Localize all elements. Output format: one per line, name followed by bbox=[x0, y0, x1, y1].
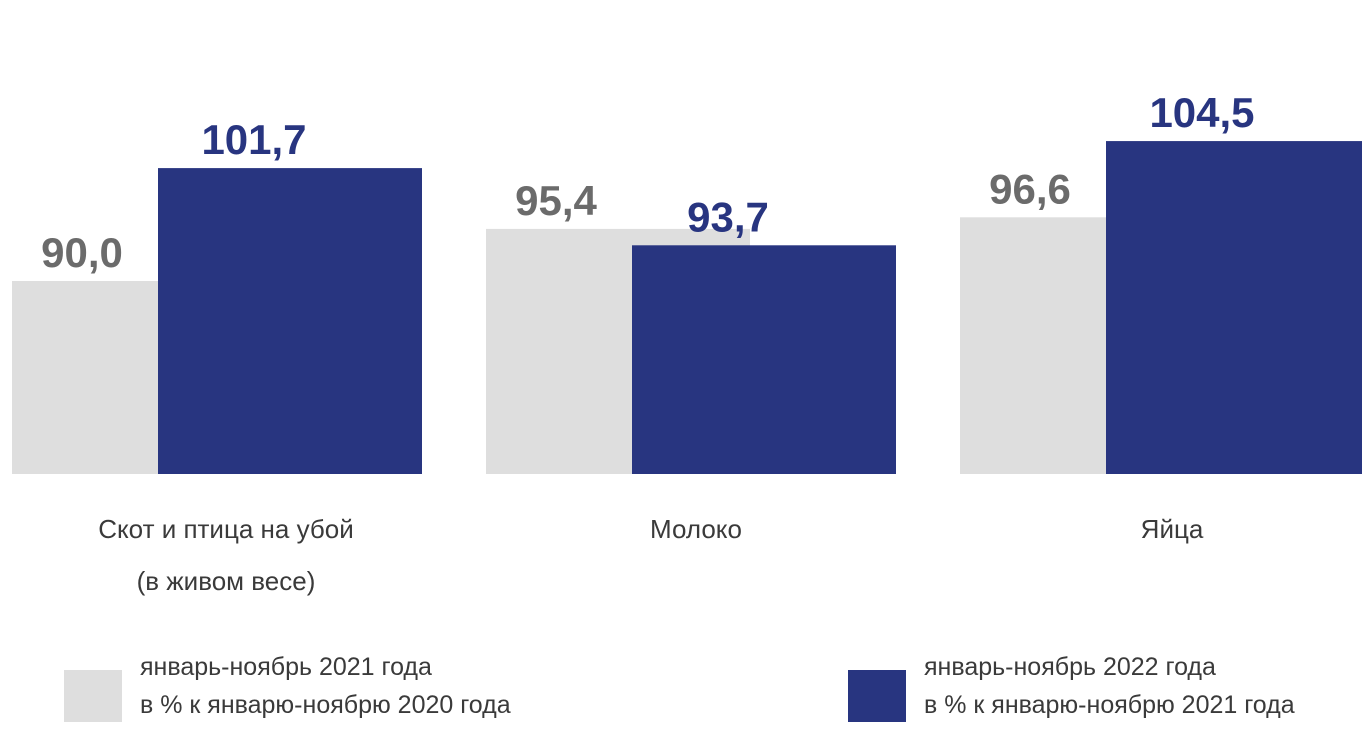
legend-label-line-2: в % к январю-ноябрю 2021 года bbox=[924, 691, 1295, 719]
legend-label-line-2: в % к январю-ноябрю 2020 года bbox=[140, 691, 511, 719]
data-label-2022: 93,7 bbox=[687, 193, 769, 240]
data-label-2021: 95,4 bbox=[515, 177, 597, 224]
bar-2022 bbox=[158, 168, 422, 474]
legend-item-2022: январь-ноябрь 2022 года в % к январю-ноя… bbox=[848, 648, 1362, 728]
category-label: Яйца bbox=[1141, 514, 1204, 544]
data-label-2022: 101,7 bbox=[201, 116, 306, 163]
data-label-2021: 90,0 bbox=[41, 229, 123, 276]
category-label: (в живом весе) bbox=[137, 566, 316, 596]
legend-item-2021: январь-ноябрь 2021 года в % к январю-ноя… bbox=[64, 648, 624, 728]
legend-label-line-1: январь-ноябрь 2022 года bbox=[924, 653, 1216, 681]
data-label-2022: 104,5 bbox=[1149, 89, 1254, 136]
category-label: Скот и птица на убой bbox=[98, 514, 354, 544]
data-label-2021: 96,6 bbox=[989, 165, 1071, 212]
bar-chart: 90,0 101,7 Скот и птица на убой (в живом ве… bbox=[12, 89, 1362, 596]
bar-2022 bbox=[632, 245, 896, 474]
legend-swatch-2022 bbox=[848, 670, 906, 722]
legend-swatch-2021 bbox=[64, 670, 122, 722]
bar-2022 bbox=[1106, 141, 1362, 474]
legend-label-line-1: январь-ноябрь 2021 года bbox=[140, 653, 432, 681]
category-label: Молоко bbox=[650, 514, 742, 544]
